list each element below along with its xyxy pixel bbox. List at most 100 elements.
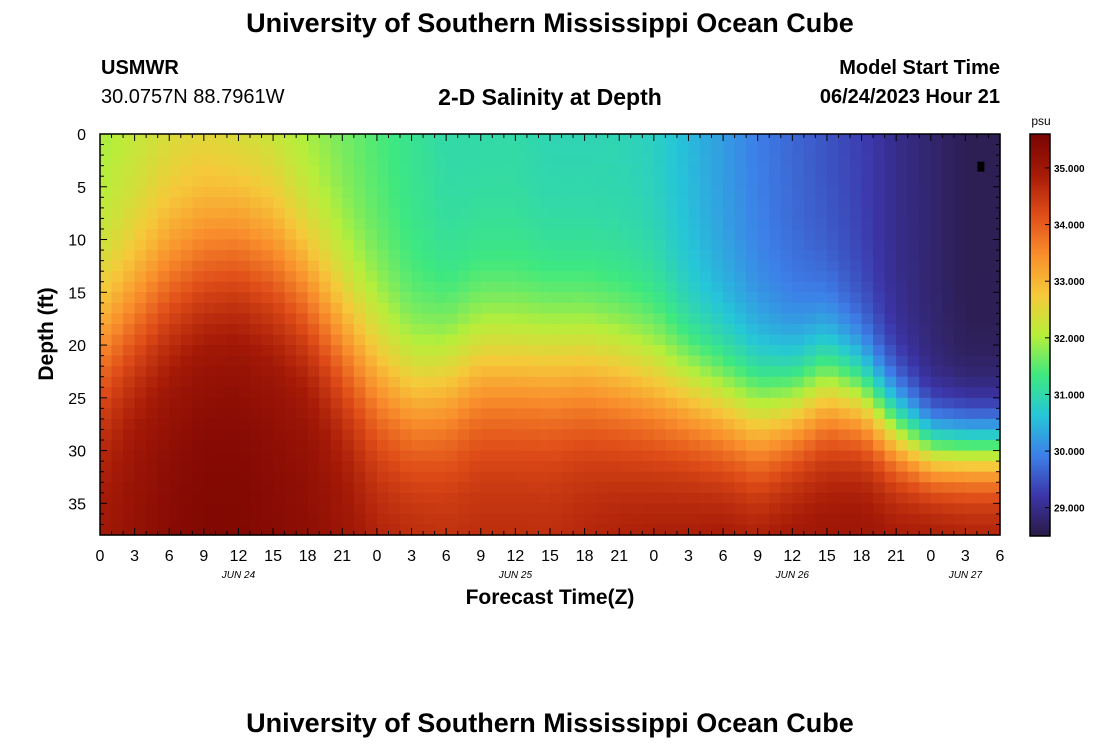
heatmap-cell [226,134,240,146]
heatmap-cell [123,440,136,452]
heatmap-cell [746,207,759,220]
heatmap-cell [180,429,193,441]
heatmap-cell [226,461,240,473]
heatmap-cell [411,492,424,504]
heatmap-cell [111,271,124,283]
heatmap-cell [953,461,966,473]
heatmap-cell [953,513,966,526]
heatmap-cell [342,323,355,336]
heatmap-cell [250,323,263,336]
heatmap-cell [330,408,343,420]
heatmap-cell [480,239,493,251]
heatmap-cell [803,250,816,262]
heatmap-cell [792,334,805,346]
heatmap-cell [123,355,136,367]
heatmap-cell [976,376,990,388]
heatmap-cell [711,345,724,357]
heatmap-cell [146,155,159,167]
heatmap-cell [919,292,932,304]
heatmap-cell [400,355,413,367]
heatmap-cell [261,271,274,283]
heatmap-cell [457,376,470,388]
heatmap-cell [480,355,493,367]
heatmap-cell [434,503,447,515]
heatmap-cell [319,197,332,209]
heatmap-cell [596,397,609,409]
heatmap-cell [953,144,966,156]
heatmap-cell [342,281,355,293]
heatmap-cell [907,218,920,230]
heatmap-cell [480,165,493,177]
heatmap-cell [342,260,355,272]
heatmap-cell [388,271,401,283]
heatmap-cell [538,429,551,441]
heatmap-cell [250,387,263,399]
heatmap-cell [273,155,286,167]
heatmap-cell [480,197,493,209]
heatmap-cell [953,450,966,462]
heatmap-cell [296,429,309,441]
heatmap-cell [342,418,355,431]
heatmap-cell [203,440,216,452]
heatmap-cell [330,144,343,156]
heatmap-cell [330,155,343,167]
heatmap-cell [988,355,1001,367]
heatmap-cell [676,334,690,346]
heatmap-cell [296,408,309,420]
heatmap-cell [480,408,493,420]
heatmap-cell [503,429,516,441]
heatmap-cell [550,313,563,325]
heatmap-cell [896,450,909,462]
heatmap-cell [930,207,943,220]
heatmap-cell [457,503,470,515]
heatmap-cell [226,239,240,251]
heatmap-cell [157,524,170,536]
heatmap-cell [134,524,147,536]
heatmap-cell [238,387,251,399]
heatmap-cell [607,461,620,473]
heatmap-cell [561,134,574,146]
heatmap-cell [376,197,390,209]
heatmap-cell [342,313,355,325]
heatmap-cell [723,323,736,336]
heatmap-cell [411,186,424,198]
heatmap-cell [815,387,828,399]
heatmap-cell [111,471,124,483]
heatmap-cell [238,461,251,473]
heatmap-cell [976,355,990,367]
heatmap-cell [307,492,320,504]
heatmap-cell [711,492,724,504]
heatmap-cell [307,397,320,409]
heatmap-cell [100,503,113,515]
heatmap-cell [192,429,205,441]
heatmap-cell [700,461,713,473]
heatmap-cell [607,228,620,241]
heatmap-cell [180,144,193,156]
heatmap-cell [100,155,113,167]
heatmap-cell [538,250,551,262]
heatmap-cell [550,408,563,420]
heatmap-cell [642,155,655,167]
heatmap-cell [550,302,563,314]
heatmap-cell [596,165,609,177]
heatmap-cell [342,334,355,346]
heatmap-cell [942,260,955,272]
heatmap-cell [526,334,540,346]
heatmap-cell [492,376,505,388]
heatmap-cell [376,355,390,367]
heatmap-cell [734,144,747,156]
heatmap-cell [700,513,713,526]
heatmap-cell [353,134,366,146]
heatmap-cell [907,397,920,409]
heatmap-cell [988,271,1001,283]
heatmap-cell [573,165,586,177]
heatmap-cell [850,250,863,262]
heatmap-cell [757,471,770,483]
heatmap-cell [573,197,586,209]
heatmap-cell [457,239,470,251]
heatmap-cell [365,366,378,378]
heatmap-cell [342,345,355,357]
heatmap-cell [561,429,574,441]
heatmap-cell [676,197,690,209]
heatmap-cell [976,429,990,441]
